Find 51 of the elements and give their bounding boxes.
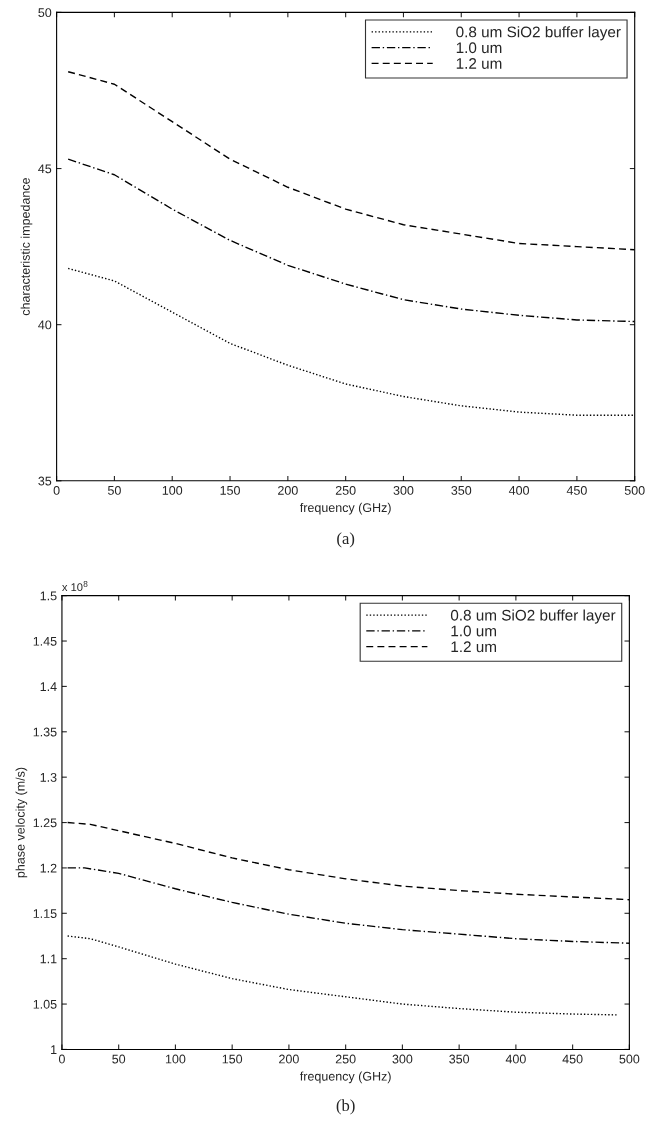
y-axis-title: phase velocity (m/s) bbox=[15, 767, 28, 878]
legend-label: 1.0 um bbox=[451, 625, 497, 637]
y-tick-label: 1.2 bbox=[40, 863, 57, 873]
x-axis-title: frequency (GHz) bbox=[299, 502, 391, 515]
y-tick-label: 1.25 bbox=[33, 818, 57, 828]
x-tick-label: 350 bbox=[451, 485, 472, 495]
x-tick-label: 300 bbox=[393, 485, 414, 495]
y-tick-label: 1.1 bbox=[40, 954, 57, 964]
x-tick-label: 450 bbox=[566, 485, 587, 495]
x-tick-label: 50 bbox=[107, 485, 121, 495]
text: (a) bbox=[337, 532, 355, 548]
y-tick-label: 1.4 bbox=[40, 682, 57, 691]
x-tick-label: 400 bbox=[505, 1054, 526, 1064]
x-tick-label: 500 bbox=[624, 485, 645, 495]
text: x 10$^{8}$ bbox=[62, 580, 88, 592]
y-tick-label: 1.5 bbox=[40, 591, 57, 601]
x-tick-label: 100 bbox=[165, 1054, 186, 1064]
legend-label: 1.2 um bbox=[451, 641, 497, 653]
x-axis-title: frequency (GHz) bbox=[299, 1071, 391, 1084]
x-tick-label: 50 bbox=[112, 1054, 126, 1064]
y-tick-label: 50 bbox=[38, 8, 52, 18]
x-tick-label: 250 bbox=[335, 1054, 356, 1064]
legend-label: 0.8 um SiO2 buffer layer bbox=[450, 609, 616, 624]
x-tick-label: 150 bbox=[220, 485, 240, 495]
y-tick-label: 1.3 bbox=[40, 772, 57, 782]
x-tick-label: 200 bbox=[279, 1054, 299, 1064]
y-tick-label: 35 bbox=[38, 476, 52, 486]
x-tick-label: 150 bbox=[222, 1054, 243, 1064]
y-tick-label: 1.45 bbox=[33, 636, 57, 646]
x-tick-label: 250 bbox=[335, 485, 356, 495]
y-tick-label: 1.35 bbox=[33, 727, 57, 737]
y-axis-title: characteristic impedance bbox=[20, 178, 33, 316]
y-tick-label: 1 bbox=[51, 1045, 57, 1054]
text: (b) bbox=[336, 1099, 355, 1115]
x-tick-label: 450 bbox=[562, 1054, 583, 1064]
y-tick-label: 1.15 bbox=[33, 909, 57, 918]
legend-label: 0.8 um SiO2 buffer layer bbox=[456, 26, 621, 41]
line-series bbox=[66, 935, 619, 1016]
x-tick-label: 0 bbox=[53, 485, 60, 495]
y-tick-label: 45 bbox=[38, 164, 52, 174]
x-tick-label: 300 bbox=[392, 1054, 413, 1064]
x-tick-label: 500 bbox=[619, 1054, 640, 1064]
legend-label: 1.2 um bbox=[456, 58, 502, 69]
x-tick-label: 350 bbox=[449, 1054, 470, 1064]
x-tick-label: 0 bbox=[58, 1054, 65, 1064]
legend-label: 1.0 um bbox=[456, 42, 502, 54]
y-tick-label: 1.05 bbox=[33, 999, 57, 1009]
x-tick-label: 400 bbox=[508, 485, 530, 495]
x-tick-label: 200 bbox=[278, 485, 298, 495]
x-tick-label: 100 bbox=[162, 485, 183, 495]
y-tick-label: 40 bbox=[38, 320, 52, 330]
